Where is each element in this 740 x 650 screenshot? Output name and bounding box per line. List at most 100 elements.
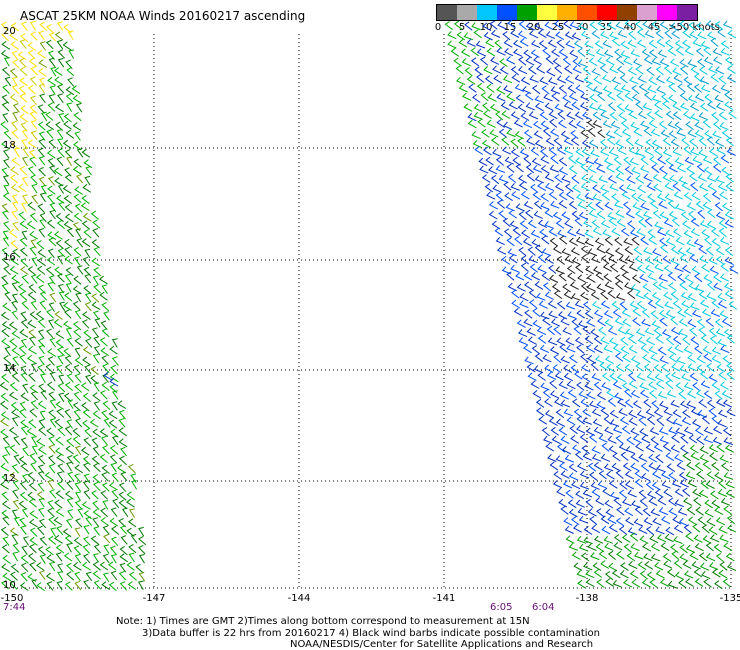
- wind-barb: [662, 137, 672, 147]
- wind-barb: [635, 362, 644, 372]
- wind-barb: [596, 283, 606, 292]
- wind-barb: [110, 570, 118, 581]
- wind-barb: [101, 410, 109, 420]
- wind-barb: [552, 364, 562, 373]
- wind-barb: [700, 40, 711, 49]
- wind-barb: [508, 209, 517, 219]
- wind-barb: [47, 348, 56, 357]
- wind-barb: [643, 56, 653, 65]
- wind-barb: [668, 472, 677, 481]
- wind-barb: [82, 311, 91, 321]
- wind-barb: [540, 193, 549, 202]
- wind-barb: [681, 181, 691, 191]
- wind-barb: [13, 147, 20, 158]
- wind-barb: [690, 217, 700, 227]
- wind-barb: [591, 445, 601, 454]
- wind-barb: [592, 193, 602, 202]
- wind-barb: [665, 39, 674, 49]
- wind-barb: [630, 389, 640, 399]
- wind-barb: [596, 578, 605, 588]
- wind-barb: [607, 550, 616, 560]
- wind-barb: [547, 39, 557, 48]
- wind-barb: [564, 183, 574, 193]
- wind-barb: [54, 177, 63, 187]
- wind-barb: [726, 147, 736, 156]
- wind-barb: [74, 256, 81, 266]
- wind-barb: [626, 175, 636, 184]
- wind-barb: [662, 173, 672, 183]
- wind-barb: [571, 256, 581, 266]
- wind-barb: [659, 435, 669, 444]
- wind-barb: [681, 300, 691, 309]
- wind-barb: [48, 409, 57, 419]
- wind-barb: [650, 353, 660, 363]
- wind-barb: [592, 562, 602, 571]
- wind-barb: [539, 148, 549, 158]
- wind-barb: [491, 136, 500, 146]
- wind-barb: [138, 554, 145, 564]
- wind-barb: [92, 410, 101, 420]
- wind-barb: [616, 103, 626, 113]
- wind-barb: [481, 174, 491, 183]
- wind-barb: [621, 534, 631, 543]
- wind-barb: [603, 463, 614, 472]
- wind-barb: [676, 461, 686, 471]
- wind-barb: [620, 50, 630, 59]
- wind-barb: [582, 65, 591, 75]
- wind-barb: [644, 561, 654, 570]
- wind-barb: [498, 210, 507, 220]
- wind-barb: [49, 371, 56, 382]
- wind-barb: [583, 562, 593, 571]
- wind-barb: [648, 236, 657, 245]
- wind-barb: [29, 518, 38, 528]
- wind-barb: [73, 158, 82, 168]
- wind-barb: [627, 289, 636, 299]
- wind-barb: [670, 399, 680, 408]
- wind-barb: [511, 299, 521, 309]
- wind-barb: [30, 66, 38, 76]
- wind-barb: [689, 302, 700, 311]
- wind-barb: [2, 149, 10, 159]
- wind-barb: [12, 103, 20, 113]
- wind-barb: [63, 552, 73, 562]
- wind-barb: [714, 66, 725, 75]
- wind-barb: [556, 300, 566, 310]
- wind-barb: [20, 266, 29, 276]
- wind-barb: [464, 67, 473, 77]
- wind-barb: [580, 30, 591, 39]
- wind-barb: [66, 227, 75, 238]
- wind-barb: [533, 120, 542, 130]
- wind-barb: [596, 508, 605, 518]
- wind-barb: [30, 130, 38, 141]
- wind-barb: [39, 554, 46, 564]
- wind-barb: [699, 102, 709, 112]
- wind-barb: [138, 535, 147, 546]
- wind-speed-legend: 0 5 10 15 20 25 30 35 40 45 >50 knots: [435, 4, 720, 35]
- wind-barb: [671, 30, 680, 39]
- wind-barb: [496, 119, 505, 128]
- wind-barb: [723, 505, 732, 515]
- wind-barb: [670, 543, 679, 554]
- wind-barb: [63, 113, 72, 123]
- wind-barb: [669, 58, 680, 67]
- wind-barb: [556, 488, 566, 497]
- wind-barb: [65, 86, 75, 96]
- legend-swatch: [457, 5, 477, 20]
- wind-barb: [678, 390, 687, 400]
- wind-barb: [21, 300, 30, 310]
- wind-barb: [706, 517, 716, 527]
- wind-barb: [721, 202, 731, 212]
- wind-barb: [71, 85, 81, 95]
- wind-barb: [11, 509, 18, 519]
- wind-barb: [492, 148, 502, 157]
- wind-barb: [643, 553, 653, 562]
- wind-barb: [119, 545, 128, 556]
- wind-barb: [699, 66, 708, 76]
- wind-barb: [563, 101, 574, 111]
- wind-barb: [109, 345, 118, 355]
- wind-barb: [463, 103, 473, 112]
- wind-barb: [559, 343, 568, 353]
- wind-barb: [491, 220, 501, 230]
- wind-barb: [586, 344, 596, 353]
- legend-swatch: [637, 5, 657, 20]
